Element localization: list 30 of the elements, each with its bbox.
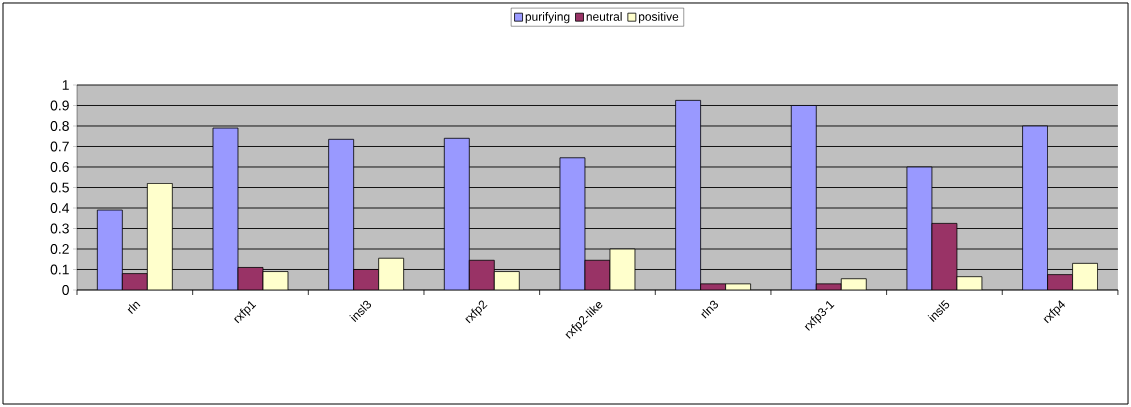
x-tick-label: rln	[127, 301, 141, 314]
y-tick-label: 0.9	[50, 100, 69, 111]
y-tick-label: 0.5	[50, 182, 69, 193]
bar	[906, 166, 933, 290]
y-tick-label: 0.2	[50, 244, 69, 254]
bar	[931, 222, 958, 290]
legend-label: positive	[639, 12, 679, 24]
y-tick-label: 0.3	[50, 223, 69, 234]
bar	[1022, 125, 1048, 290]
bar	[559, 157, 586, 290]
y-tick-label: 0.4	[50, 203, 70, 213]
bar	[468, 259, 495, 290]
legend-label: neutral	[586, 12, 622, 21]
legend-label: purifying	[525, 12, 570, 24]
bar	[146, 183, 173, 290]
bar	[1072, 262, 1098, 290]
y-tick-label: 0.1	[50, 264, 69, 275]
bar	[443, 137, 470, 290]
bar	[675, 99, 702, 290]
x-tick-label: rln3	[701, 300, 718, 319]
bar	[790, 105, 817, 290]
y-tick-label: 0.7	[50, 141, 69, 152]
bar	[328, 138, 355, 290]
bar	[212, 127, 239, 290]
y-tick-label: 0	[62, 285, 69, 295]
y-tick-label: 0.6	[50, 162, 69, 172]
bar	[378, 257, 405, 290]
y-tick-label: 0.8	[50, 121, 69, 131]
bar	[96, 209, 123, 290]
y-tick-label: 1	[62, 80, 69, 90]
